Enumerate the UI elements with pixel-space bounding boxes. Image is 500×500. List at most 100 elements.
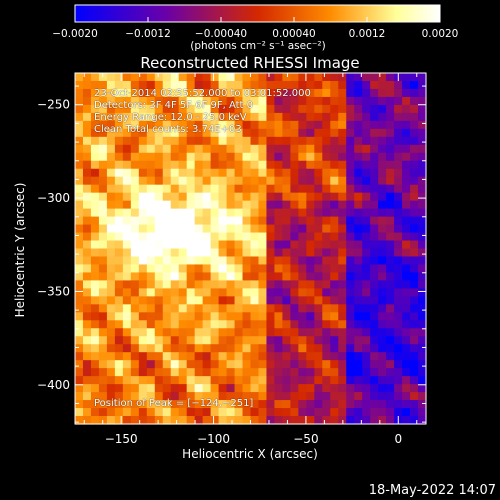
- heatmap-cell: [378, 136, 387, 146]
- heatmap-cell: [330, 352, 339, 361]
- heatmap-cell: [402, 112, 411, 122]
- heatmap-cell: [322, 96, 331, 106]
- heatmap-cell: [346, 160, 355, 170]
- timestamp: 18-May-2022 14:07: [368, 483, 496, 498]
- heatmap-cell: [130, 280, 140, 289]
- heatmap-cell: [306, 368, 315, 377]
- heatmap-cell: [122, 184, 132, 194]
- heatmap-cell: [306, 408, 315, 417]
- heatmap-cell: [250, 280, 260, 289]
- heatmap-cell: [370, 73, 379, 82]
- heatmap-cell: [242, 224, 252, 234]
- heatmap-cell: [378, 408, 387, 417]
- heatmap-cell: [410, 136, 419, 146]
- heatmap-cell: [234, 384, 244, 393]
- heatmap-cell: [194, 240, 204, 250]
- heatmap-cell: [346, 320, 355, 329]
- heatmap-cell: [170, 200, 180, 210]
- heatmap-cell: [338, 208, 347, 218]
- heatmap-cell: [106, 352, 116, 361]
- heatmap-cell: [346, 296, 355, 305]
- heatmap-cell: [418, 112, 427, 122]
- heatmap-cell: [362, 288, 371, 297]
- heatmap-cell: [282, 256, 291, 266]
- heatmap-cell: [210, 344, 220, 353]
- heatmap-cell: [98, 400, 108, 409]
- heatmap-cell: [226, 80, 236, 90]
- heatmap-cell: [186, 320, 196, 329]
- heatmap-cell: [298, 256, 307, 266]
- heatmap-cell: [218, 144, 228, 154]
- heatmap-cell: [250, 112, 260, 122]
- heatmap-cell: [298, 73, 307, 82]
- heatmap-cell: [98, 360, 108, 369]
- heatmap-cell: [394, 320, 403, 329]
- heatmap-cell: [234, 256, 244, 266]
- heatmap-cell: [210, 256, 220, 266]
- heatmap-cell: [138, 288, 148, 297]
- heatmap-cell: [162, 240, 172, 250]
- heatmap-cell: [330, 336, 339, 345]
- heatmap-cell: [354, 312, 363, 321]
- heatmap-cell: [170, 344, 180, 353]
- heatmap-cell: [274, 312, 284, 321]
- heatmap-cell: [138, 400, 148, 409]
- heatmap-cell: [130, 192, 140, 202]
- heatmap-cell: [154, 208, 164, 218]
- heatmap-cell: [90, 208, 100, 218]
- heatmap-cell: [202, 200, 212, 210]
- heatmap-cell: [282, 312, 291, 321]
- heatmap-cell: [346, 80, 355, 90]
- heatmap-cell: [274, 232, 284, 242]
- heatmap-cell: [298, 312, 307, 321]
- heatmap-cell: [378, 216, 387, 226]
- heatmap-cell: [258, 328, 268, 337]
- heatmap-cell: [322, 408, 331, 417]
- heatmap-cell: [370, 144, 379, 154]
- heatmap-cell: [394, 176, 403, 186]
- heatmap-cell: [346, 216, 355, 226]
- heatmap-cell: [346, 136, 355, 146]
- heatmap-cell: [75, 120, 84, 130]
- heatmap-cell: [250, 176, 260, 186]
- heatmap-cell: [418, 384, 427, 393]
- heatmap-cell: [234, 168, 244, 178]
- heatmap-cell: [178, 280, 188, 289]
- heatmap-cell: [322, 352, 331, 361]
- heatmap-cell: [122, 312, 132, 321]
- heatmap-cell: [402, 152, 411, 162]
- heatmap-cell: [346, 152, 355, 162]
- heatmap-cell: [75, 376, 84, 385]
- heatmap-cell: [322, 80, 331, 90]
- heatmap-cell: [410, 96, 419, 106]
- heatmap-cell: [298, 160, 307, 170]
- heatmap-cell: [82, 73, 92, 82]
- heatmap-cell: [282, 192, 291, 202]
- heatmap-cell: [234, 73, 244, 82]
- heatmap-cell: [258, 336, 268, 345]
- heatmap-cell: [186, 344, 196, 353]
- heatmap-cell: [106, 336, 116, 345]
- colorbar-tick-label: −0.00040: [195, 28, 247, 40]
- heatmap-cell: [90, 200, 100, 210]
- heatmap-cell: [234, 232, 244, 242]
- heatmap-cell: [186, 176, 196, 186]
- heatmap-cell: [114, 360, 124, 369]
- heatmap-cell: [98, 368, 108, 377]
- heatmap-cell: [242, 216, 252, 226]
- heatmap-cell: [386, 73, 395, 82]
- heatmap-cell: [290, 360, 299, 369]
- heatmap-cell: [226, 232, 236, 242]
- heatmap-cell: [338, 104, 347, 114]
- heatmap-cell: [410, 336, 419, 345]
- heatmap-cell: [138, 256, 148, 266]
- heatmap-cell: [98, 176, 108, 186]
- heatmap-cell: [266, 128, 276, 138]
- heatmap-cell: [218, 240, 228, 250]
- heatmap-cell: [194, 232, 204, 242]
- heatmap-cell: [410, 312, 419, 321]
- heatmap-cell: [122, 240, 132, 250]
- heatmap-cell: [218, 136, 228, 146]
- heatmap-cell: [218, 88, 228, 98]
- heatmap-cell: [170, 336, 180, 345]
